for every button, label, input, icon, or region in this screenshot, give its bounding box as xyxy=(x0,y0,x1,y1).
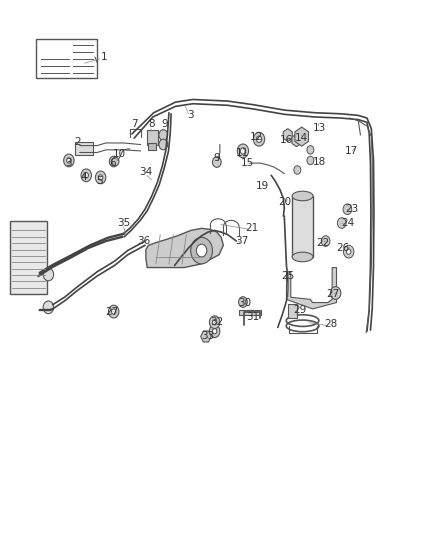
Text: 32: 32 xyxy=(210,317,223,327)
Text: 15: 15 xyxy=(240,158,254,168)
Circle shape xyxy=(109,305,119,318)
Bar xyxy=(148,143,156,150)
Text: 14: 14 xyxy=(295,133,308,143)
Text: 17: 17 xyxy=(345,146,358,156)
Text: 6: 6 xyxy=(109,158,116,168)
Circle shape xyxy=(191,237,212,264)
Circle shape xyxy=(64,154,74,167)
Text: 7: 7 xyxy=(131,119,138,130)
Bar xyxy=(288,304,297,318)
Bar xyxy=(239,310,261,316)
Circle shape xyxy=(343,204,352,215)
Text: 5: 5 xyxy=(96,175,102,185)
Circle shape xyxy=(239,297,247,308)
Text: 13: 13 xyxy=(312,123,326,133)
Ellipse shape xyxy=(292,191,313,201)
Circle shape xyxy=(196,244,207,257)
Polygon shape xyxy=(201,331,211,342)
Text: 2: 2 xyxy=(74,137,81,147)
Text: 30: 30 xyxy=(238,297,251,308)
Circle shape xyxy=(307,146,314,154)
Text: 29: 29 xyxy=(293,305,306,315)
Text: 4: 4 xyxy=(81,172,88,182)
Circle shape xyxy=(343,245,354,258)
Circle shape xyxy=(67,158,71,163)
Text: 9: 9 xyxy=(161,119,168,130)
Circle shape xyxy=(212,157,221,167)
Text: 21: 21 xyxy=(245,223,258,233)
Text: 12: 12 xyxy=(249,132,263,142)
Circle shape xyxy=(112,309,116,314)
Circle shape xyxy=(159,130,168,140)
Circle shape xyxy=(212,328,217,334)
Circle shape xyxy=(346,249,351,254)
Text: 34: 34 xyxy=(139,167,152,177)
Text: 8: 8 xyxy=(148,119,155,130)
Bar xyxy=(147,130,158,144)
Text: 33: 33 xyxy=(201,332,215,342)
Circle shape xyxy=(253,132,265,146)
Text: 24: 24 xyxy=(341,218,354,228)
Text: 36: 36 xyxy=(138,236,151,246)
Circle shape xyxy=(330,287,341,300)
Circle shape xyxy=(99,175,103,180)
Text: 26: 26 xyxy=(336,243,350,253)
Text: 27: 27 xyxy=(326,289,339,299)
Text: 3: 3 xyxy=(187,110,194,120)
Bar xyxy=(36,38,97,78)
Text: 1: 1 xyxy=(100,52,107,62)
Circle shape xyxy=(84,173,88,178)
Circle shape xyxy=(209,316,220,328)
Bar xyxy=(75,142,93,155)
Text: 23: 23 xyxy=(345,204,358,214)
Circle shape xyxy=(110,156,118,167)
Text: 9: 9 xyxy=(213,153,220,163)
Circle shape xyxy=(212,319,217,325)
Circle shape xyxy=(159,139,168,150)
Text: 37: 37 xyxy=(235,236,248,246)
Text: 20: 20 xyxy=(279,197,292,207)
Text: 10: 10 xyxy=(113,149,126,158)
Circle shape xyxy=(240,148,246,154)
Text: 18: 18 xyxy=(312,157,326,166)
Text: 25: 25 xyxy=(281,271,294,281)
Circle shape xyxy=(256,136,261,142)
Text: 16: 16 xyxy=(280,135,293,146)
Circle shape xyxy=(294,166,301,174)
Circle shape xyxy=(321,236,330,246)
Polygon shape xyxy=(292,134,301,147)
Text: 22: 22 xyxy=(316,238,329,248)
Ellipse shape xyxy=(292,252,313,262)
Circle shape xyxy=(43,268,53,281)
Text: 19: 19 xyxy=(256,181,269,191)
Text: 27: 27 xyxy=(106,306,119,317)
Circle shape xyxy=(307,156,314,165)
Circle shape xyxy=(337,217,346,228)
Text: 11: 11 xyxy=(237,148,250,158)
Circle shape xyxy=(237,144,249,158)
Bar xyxy=(292,196,313,257)
Circle shape xyxy=(209,325,220,337)
Circle shape xyxy=(95,171,106,184)
Polygon shape xyxy=(295,127,308,146)
Text: 3: 3 xyxy=(66,158,72,168)
Circle shape xyxy=(112,157,119,166)
Circle shape xyxy=(81,169,92,182)
Text: 31: 31 xyxy=(246,312,260,322)
Polygon shape xyxy=(283,128,292,141)
Bar xyxy=(10,221,47,294)
Text: 28: 28 xyxy=(325,319,338,329)
Text: 35: 35 xyxy=(117,218,131,228)
Polygon shape xyxy=(286,268,336,309)
Polygon shape xyxy=(146,228,223,268)
Circle shape xyxy=(43,301,53,314)
